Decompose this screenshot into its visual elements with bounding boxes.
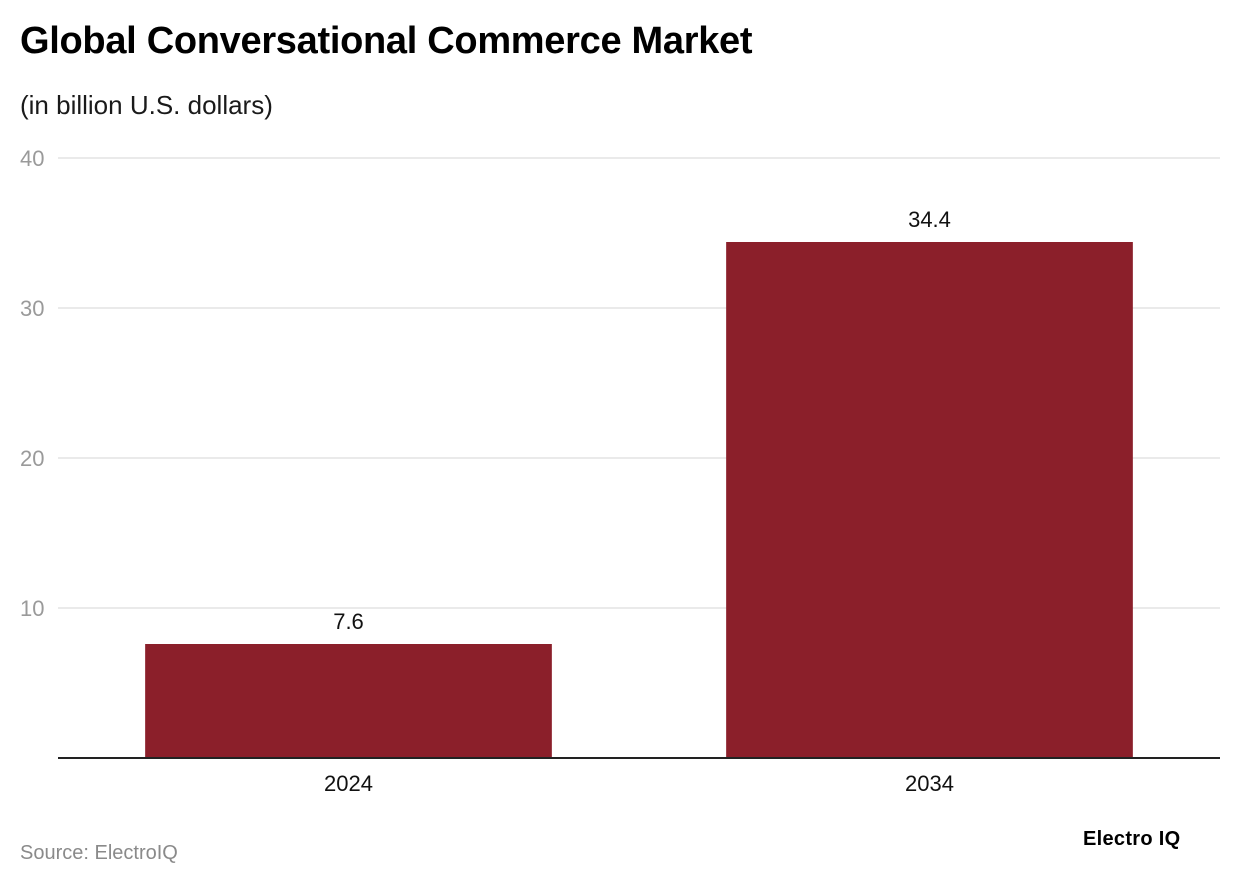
y-tick-label: 10: [20, 596, 44, 621]
brand-logo: Electro IQ: [1083, 828, 1181, 850]
bar-value-label: 7.6: [333, 609, 364, 634]
bar-value-label: 34.4: [908, 207, 951, 232]
bar: [145, 644, 552, 758]
x-tick-label: 2034: [905, 771, 954, 796]
bar: [726, 242, 1133, 758]
x-tick-label: 2024: [324, 771, 373, 796]
source-note: Source: ElectroIQ: [20, 842, 178, 864]
chart-subtitle: (in billion U.S. dollars): [20, 90, 273, 120]
chart-title: Global Conversational Commerce Market: [20, 20, 753, 62]
y-tick-label: 40: [20, 146, 44, 171]
y-tick-label: 30: [20, 296, 44, 321]
y-tick-label: 20: [20, 446, 44, 471]
